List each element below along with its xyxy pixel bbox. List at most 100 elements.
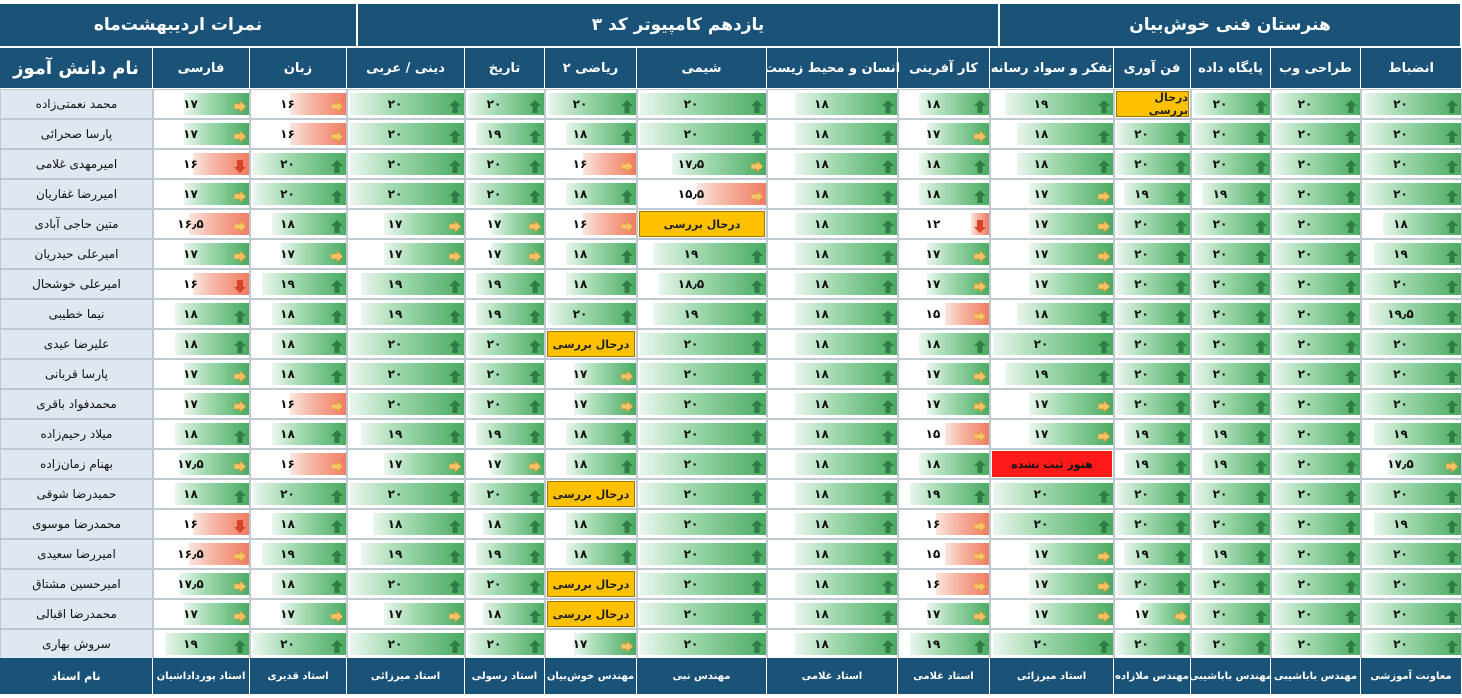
arrow-up-icon xyxy=(882,278,894,293)
grade-cell: ۲۰ xyxy=(250,149,347,179)
grade-bar xyxy=(927,393,989,415)
grade-cell: ۲۰ xyxy=(1191,299,1271,329)
grade-bar xyxy=(1029,573,1113,595)
grade-value: ۱۷ xyxy=(183,367,198,381)
grade-value: ۱۷ xyxy=(1033,547,1049,561)
grade-cell: ۱۷ xyxy=(545,359,637,389)
grade-bar xyxy=(1017,153,1113,175)
grade-bar xyxy=(290,453,346,475)
grade-cell: ۲۰ xyxy=(1361,569,1462,599)
table-row: امیررضا غفاریان ۱۷ ۲۰ ۲۰ ۲۰ ۱۸ ۱۵٫۵ ۱۸ ۱۸ ۱۷ ۱۹ ۱۹ ۲… xyxy=(0,179,1462,209)
grade-cell: ۱۶ xyxy=(250,119,347,149)
column-header-row: نام دانش آموز فارسی زبان دینی / عربی تاریخ ری… xyxy=(0,48,1462,88)
grade-cell: ۱۷ xyxy=(153,389,250,419)
grade-bar xyxy=(565,183,636,205)
grade-value: ۱۸ xyxy=(280,367,295,381)
grade-bar xyxy=(1194,303,1270,325)
grade-value: ۲۰ xyxy=(1393,127,1408,141)
grade-bar xyxy=(927,273,989,295)
grade-value: ۱۸ xyxy=(814,307,829,321)
grade-value: ۱۸ xyxy=(814,187,829,201)
arrow-right-icon xyxy=(1097,548,1111,563)
grade-cell: ۱۷ xyxy=(347,449,465,479)
teacher-name: مهندس نبی xyxy=(637,658,767,694)
arrow-up-icon xyxy=(882,428,894,443)
grade-value: ۲۰ xyxy=(1297,577,1313,591)
arrow-right-icon xyxy=(750,158,764,173)
grade-cell: ۲۰ xyxy=(347,569,465,599)
arrow-up-icon xyxy=(331,158,343,173)
arrow-up-icon xyxy=(449,188,461,203)
grade-value: ۲۰ xyxy=(1033,517,1049,531)
grade-cell: ۱۸ xyxy=(767,389,898,419)
arrow-up-icon xyxy=(882,398,894,413)
grade-value: ۱۷ xyxy=(572,397,588,411)
grade-bar xyxy=(1364,153,1461,175)
grade-cell: ۲۰ xyxy=(1271,389,1361,419)
grade-bar xyxy=(640,423,766,445)
grade-value: ۱۷ xyxy=(183,397,198,411)
grade-value: ۱۸ xyxy=(814,607,829,621)
grade-value: ۱۷ xyxy=(183,247,198,261)
grade-value: ۱۷ xyxy=(1033,607,1049,621)
teacher-name: مهندس باباشیبی xyxy=(1189,658,1272,694)
grade-bar xyxy=(468,183,544,205)
grade-value: ۱۹ xyxy=(280,277,295,291)
grade-bar xyxy=(253,153,346,175)
grade-bar xyxy=(1138,603,1190,625)
grade-bar xyxy=(253,483,346,505)
table-row: سروش بهاری ۱۹ ۲۰ ۲۰ ۲۰ ۱۷ ۲۰ ۱۸ ۱۹ ۲۰ ۲۰ ۲۰ ۲۰ ۲۰ xyxy=(0,629,1462,659)
grade-bar xyxy=(945,543,989,565)
grade-cell: ۱۸ xyxy=(767,629,898,659)
grade-cell: ۲۰ xyxy=(637,569,767,599)
grade-bar xyxy=(253,633,346,655)
arrow-right-icon xyxy=(973,608,987,623)
arrow-right-icon xyxy=(233,98,247,113)
grade-bar xyxy=(640,363,766,385)
grade-value: ۱۸ xyxy=(814,487,829,501)
grade-bar xyxy=(350,483,464,505)
arrow-up-icon xyxy=(1345,158,1357,173)
grade-cell: ۱۷ xyxy=(347,599,465,629)
grade-bar xyxy=(384,213,464,235)
arrow-up-icon xyxy=(1255,128,1267,143)
grade-cell: ۲۰ xyxy=(347,119,465,149)
arrow-up-icon xyxy=(621,128,633,143)
table-row: بهنام زمان‌زاده ۱۷٫۵ ۱۶ ۱۷ ۱۷ ۱۸ ۲۰ ۱۸ ۱۸ هنوز ثب… xyxy=(0,449,1462,479)
arrow-right-icon xyxy=(973,548,987,563)
arrow-up-icon xyxy=(751,548,763,563)
column-header-subject: شیمی xyxy=(637,48,767,88)
grade-bar xyxy=(188,543,249,565)
grade-cell: درحال بررسی xyxy=(545,329,637,359)
arrow-up-icon xyxy=(1446,338,1458,353)
grade-cell: ۲۰ xyxy=(250,629,347,659)
arrow-up-icon xyxy=(882,308,894,323)
grade-bar xyxy=(795,453,897,475)
column-header-subject: طراحی وب xyxy=(1271,48,1361,88)
grade-value: ۲۰ xyxy=(1297,517,1313,531)
grade-cell: ۱۸ xyxy=(545,449,637,479)
column-header-subject: کار آفرینی xyxy=(898,48,990,88)
arrow-right-icon xyxy=(448,458,462,473)
arrow-up-icon xyxy=(331,638,343,653)
grade-value: ۱۹ xyxy=(683,307,699,321)
grade-cell: ۱۷ xyxy=(347,239,465,269)
arrow-up-icon xyxy=(331,428,343,443)
hand-down-icon xyxy=(234,278,246,293)
grade-bar xyxy=(1029,213,1113,235)
arrow-right-icon xyxy=(620,638,634,653)
grade-value: ۱۸ xyxy=(814,427,829,441)
school-title: هنرستان فنی خوش‌بیان xyxy=(1000,4,1462,46)
arrow-up-icon xyxy=(449,398,461,413)
grade-value: ۱۹ xyxy=(683,247,699,261)
grade-cell: ۲۰ xyxy=(1271,569,1361,599)
grade-value: ۱۶ xyxy=(183,157,198,171)
grade-bar xyxy=(271,423,346,445)
column-header-subject: ریاضی ۲ xyxy=(545,48,637,88)
arrow-up-icon xyxy=(449,338,461,353)
grade-cell: ۱۹ xyxy=(637,299,767,329)
grade-bar xyxy=(795,183,897,205)
grade-bar xyxy=(350,93,464,115)
grade-bar xyxy=(483,603,544,625)
arrow-right-icon xyxy=(233,218,247,233)
